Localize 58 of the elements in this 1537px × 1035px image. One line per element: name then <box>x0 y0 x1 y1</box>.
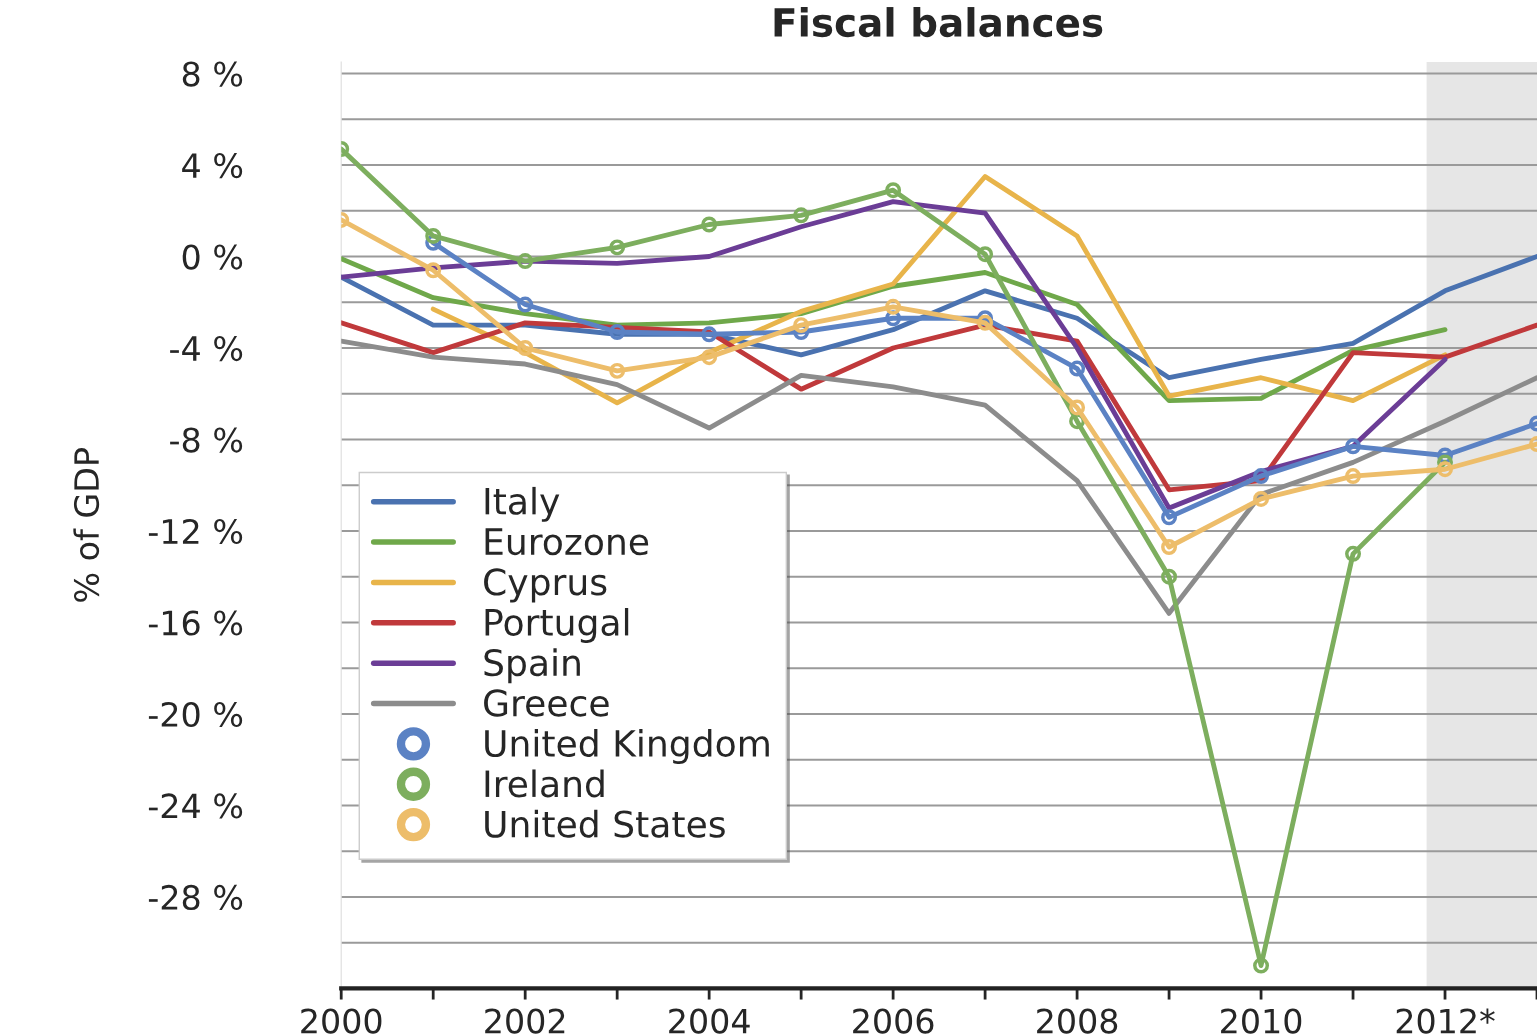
y-tick-label: 0 % <box>182 244 243 270</box>
legend-label: Cyprus <box>484 568 607 603</box>
point <box>701 326 718 343</box>
point <box>425 227 442 244</box>
legend-label: Spain <box>484 648 580 684</box>
point <box>1437 461 1453 478</box>
point <box>977 314 994 331</box>
x-tick-label: 2000 <box>301 1008 382 1034</box>
point <box>425 262 442 279</box>
y-tick-label: -24 % <box>148 793 243 819</box>
point <box>1253 468 1270 485</box>
point <box>609 239 626 256</box>
y-tick-label: -12 % <box>148 518 243 545</box>
point <box>1069 399 1086 416</box>
point <box>1345 468 1362 485</box>
legend-label: Eurozone <box>485 528 649 556</box>
point <box>1253 490 1270 507</box>
legend-label: Italy <box>485 486 560 522</box>
x-tick-label: 2006 <box>853 1008 934 1034</box>
x-tick-label: 2010 <box>1221 1008 1302 1034</box>
chart-title: Fiscal balances <box>774 7 1103 38</box>
legend-label: United Kingdom <box>485 729 769 765</box>
y-tick-label: 8 % <box>182 61 243 87</box>
point <box>517 253 534 270</box>
point <box>609 362 626 379</box>
point <box>609 324 626 340</box>
point <box>517 296 534 313</box>
y-tick-label: -16 % <box>148 610 243 636</box>
point <box>1345 438 1362 455</box>
legend-label: Greece <box>484 689 609 717</box>
point <box>885 298 902 315</box>
y-tick-label: -4 % <box>170 335 243 362</box>
x-tick-label: 2012* <box>1396 1008 1495 1034</box>
point <box>1161 509 1178 526</box>
y-axis-title: % of GDP <box>73 448 100 602</box>
line-series <box>430 174 1448 406</box>
legend-label: Ireland <box>485 769 604 798</box>
point <box>701 216 718 233</box>
legend-label: Portugal <box>485 607 629 643</box>
y-tick-label: -28 % <box>148 884 243 911</box>
y-tick-label: 4 % <box>182 152 243 179</box>
point <box>1161 568 1178 585</box>
point <box>793 317 810 334</box>
x-tick-label: 2002 <box>485 1008 565 1034</box>
point <box>517 340 534 356</box>
y-tick-label: -20 % <box>148 701 243 728</box>
point <box>1253 957 1270 974</box>
y-tick-label: -8 % <box>170 427 243 453</box>
point <box>977 246 994 263</box>
x-tick-label: 2004 <box>669 1008 750 1034</box>
point <box>1345 545 1362 562</box>
point <box>793 207 810 224</box>
legend-label: United States <box>485 809 725 838</box>
point <box>885 182 902 199</box>
point <box>1069 360 1086 377</box>
point <box>701 349 718 366</box>
x-tick-label: 2008 <box>1037 1008 1118 1034</box>
point <box>1161 539 1178 555</box>
